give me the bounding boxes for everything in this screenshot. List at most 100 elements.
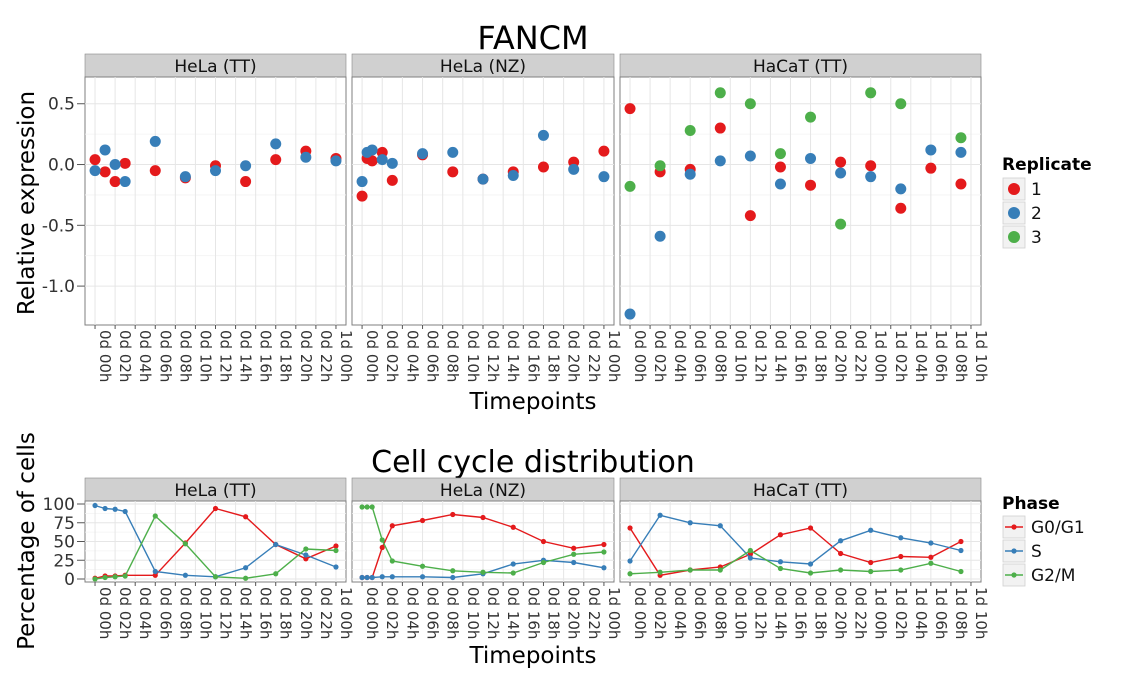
x-tick-label: 0d 20h (297, 330, 315, 382)
x-tick-label: 0d 12h (751, 330, 769, 382)
data-point-S (807, 561, 814, 567)
x-tick-label: 0d 00h (631, 587, 649, 639)
data-point-replicate-2 (477, 173, 489, 185)
data-point-S (687, 520, 693, 526)
data-point-G0/G1 (627, 525, 633, 531)
x-tick-label: 0d 16h (791, 330, 809, 382)
data-point-replicate-2 (386, 157, 398, 169)
x-tick-label: 0d 04h (403, 587, 421, 639)
x-tick-label: 0d 14h (771, 330, 789, 382)
data-point-G2/M (243, 575, 249, 581)
data-point-S (777, 559, 784, 565)
data-point-replicate-1 (598, 145, 610, 157)
data-point-S (510, 561, 516, 567)
data-point-replicate-2 (99, 144, 111, 156)
data-point-S (333, 564, 339, 570)
legend-label: G2/M (1031, 566, 1075, 586)
data-point-G2/M (419, 563, 426, 569)
data-point-replicate-1 (119, 157, 131, 169)
x-tick-label: 0d 06h (424, 587, 442, 639)
x-tick-label: 1d 00h (605, 587, 623, 639)
x-tick-label: 0d 20h (565, 330, 583, 382)
x-tick-label: 0d 04h (671, 330, 689, 382)
data-point-replicate-2 (537, 129, 549, 141)
bottom-y-axis-label: Percentage of cells (14, 432, 40, 650)
x-tick-label: 0d 06h (424, 330, 442, 382)
data-point-replicate-2 (624, 308, 636, 320)
data-point-G0/G1 (928, 554, 934, 560)
facet-label: HeLa (TT) (174, 481, 256, 501)
x-tick-label: 0d 18h (812, 587, 830, 639)
x-tick-label: 1d 08h (952, 587, 970, 639)
x-tick-label: 1d 04h (912, 330, 930, 382)
bottom-chart-title: Cell cycle distribution (371, 445, 695, 480)
data-point-replicate-3 (714, 87, 726, 99)
data-point-G0/G1 (807, 525, 814, 531)
legend-key-point (1008, 231, 1020, 243)
data-point-G2/M (868, 568, 874, 575)
y-tick-label: 75 (53, 514, 75, 534)
data-point-G0/G1 (243, 514, 249, 520)
data-point-G2/M (777, 565, 784, 572)
data-point-replicate-1 (270, 154, 282, 166)
data-point-G0/G1 (450, 511, 456, 518)
data-point-S (450, 574, 456, 581)
legend-key-point (1008, 207, 1020, 219)
data-point-G2/M (182, 541, 188, 547)
data-point-G0/G1 (540, 538, 547, 545)
data-point-replicate-1 (955, 178, 967, 190)
data-point-replicate-2 (955, 146, 967, 158)
x-tick-label: 0d 22h (852, 330, 870, 382)
data-point-replicate-1 (109, 176, 121, 188)
y-tick-label: 0.0 (48, 156, 75, 176)
x-tick-label: 0d 04h (136, 587, 154, 639)
data-point-S (747, 555, 753, 561)
data-point-replicate-2 (865, 171, 877, 183)
x-tick-label: 0d 00h (363, 587, 381, 639)
x-tick-label: 0d 14h (504, 587, 522, 639)
data-point-G2/M (369, 504, 375, 510)
data-point-G2/M (601, 549, 607, 555)
data-point-G0/G1 (958, 538, 964, 545)
x-tick-label: 0d 22h (852, 587, 870, 639)
legend-label: 2 (1031, 204, 1042, 224)
data-point-G2/M (627, 571, 633, 577)
legend-key-point (1011, 548, 1017, 554)
data-point-replicate-2 (300, 151, 312, 163)
y-tick-label: -1.0 (42, 277, 75, 297)
data-point-G2/M (747, 547, 753, 554)
data-point-G2/M (510, 570, 516, 576)
data-point-replicate-1 (744, 210, 756, 222)
data-point-replicate-2 (714, 155, 726, 167)
x-tick-label: 0d 18h (277, 330, 295, 382)
x-tick-label: 1d 10h (972, 330, 990, 382)
data-point-replicate-2 (330, 155, 342, 167)
x-tick-label: 0d 12h (751, 587, 769, 639)
data-point-S (571, 559, 577, 566)
data-point-S (601, 565, 607, 571)
x-tick-label: 0d 02h (651, 330, 669, 382)
x-tick-label: 1d 06h (932, 330, 950, 382)
y-tick-label: 100 (43, 495, 75, 515)
x-tick-label: 0d 16h (791, 587, 809, 639)
data-point-G0/G1 (777, 532, 784, 538)
data-point-replicate-1 (447, 166, 459, 178)
facet-label: HeLa (NZ) (440, 481, 526, 501)
x-tick-label: 1d 02h (892, 587, 910, 639)
x-tick-label: 0d 00h (363, 330, 381, 382)
x-tick-label: 0d 10h (731, 587, 749, 639)
data-point-G2/M (122, 573, 128, 579)
data-point-G2/M (112, 574, 118, 580)
data-point-G2/M (540, 559, 547, 566)
data-point-G2/M (571, 551, 577, 557)
data-point-S (182, 572, 188, 578)
data-point-S (369, 574, 375, 581)
x-tick-label: 1d 00h (605, 330, 623, 382)
x-tick-label: 1d 06h (932, 587, 950, 639)
legend-label: S (1031, 542, 1042, 562)
data-point-replicate-2 (270, 138, 282, 150)
x-tick-label: 0d 06h (691, 587, 709, 639)
data-point-G0/G1 (333, 543, 339, 549)
x-tick-label: 0d 20h (565, 587, 583, 639)
